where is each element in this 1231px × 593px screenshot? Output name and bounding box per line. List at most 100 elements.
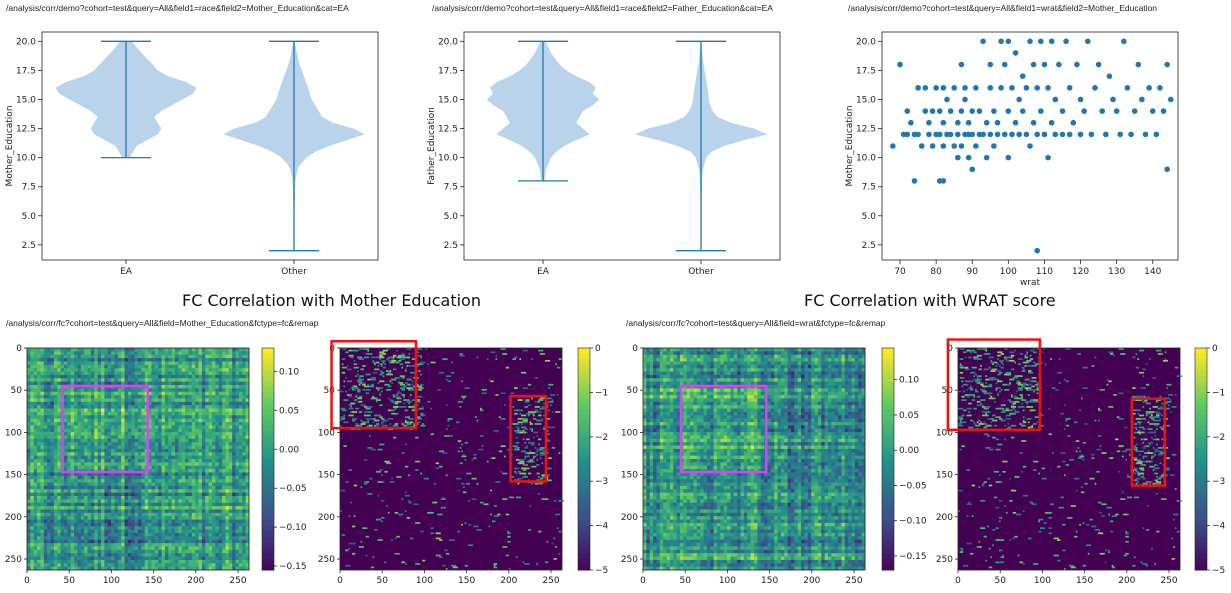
heatmap-cell: [191, 442, 196, 446]
heatmap-cell: [222, 348, 226, 352]
heatmap-cell: [141, 533, 146, 537]
heatmap-cell: [121, 512, 125, 517]
heatmap-cell: [124, 465, 129, 470]
heatmap-cell: [114, 543, 119, 547]
heatmap-cell: [40, 405, 45, 409]
heatmap-cell: [181, 516, 186, 520]
heatmap-cell: [225, 502, 230, 507]
heatmap-cell: [205, 391, 209, 396]
heatmap-cell: [158, 533, 162, 537]
heatmap-cell: [198, 512, 203, 517]
heatmap-cell: [90, 368, 95, 372]
heatmap-cell: [225, 428, 230, 433]
heatmap-cell: [40, 485, 45, 490]
heatmap-cell: [77, 502, 82, 507]
y-tick-label: 50: [11, 386, 23, 396]
heatmap-cell: [74, 354, 78, 359]
scatter-point: [944, 96, 950, 103]
heatmap-cell: [101, 526, 105, 530]
heatmap-cell: [33, 374, 38, 379]
heatmap-cell: [201, 516, 206, 520]
heatmap-cell: [168, 546, 172, 551]
heatmap-cell: [50, 539, 55, 544]
heatmap-cell: [37, 479, 41, 483]
heatmap-cell: [60, 506, 65, 510]
heatmap-cell: [238, 348, 243, 352]
heatmap-cell: [188, 479, 193, 483]
heatmap-cell: [208, 546, 213, 551]
heatmap-cell: [208, 408, 213, 413]
heatmap-cell: [245, 448, 250, 453]
heatmap-cell: [141, 452, 146, 456]
heatmap-cell: [127, 465, 132, 470]
heatmap-cell: [171, 385, 176, 389]
heatmap-cell: [148, 391, 152, 396]
heatmap-cell: [74, 516, 78, 520]
heatmap-cell: [379, 370, 383, 372]
heatmap-cell: [218, 506, 223, 510]
x-tick-label: Other: [281, 267, 307, 277]
heatmap-cell: [107, 492, 112, 497]
heatmap-cell: [238, 499, 243, 504]
heatmap-cell: [70, 361, 75, 366]
heatmap-cell: [148, 368, 152, 372]
heatmap-cell: [111, 448, 115, 453]
heatmap-cell: [151, 418, 156, 423]
heatmap-cell: [101, 381, 105, 386]
heatmap-cell: [158, 553, 162, 557]
heatmap-cell: [141, 556, 146, 561]
heatmap-cell: [228, 398, 233, 403]
heatmap-cell: [74, 492, 78, 497]
heatmap-cell: [151, 391, 156, 396]
heatmap-cell: [245, 455, 250, 460]
heatmap-cell: [228, 509, 233, 514]
heatmap-cell: [87, 519, 92, 524]
heatmap-cell: [40, 469, 45, 473]
heatmap-cell: [232, 378, 236, 382]
heatmap-cell: [185, 408, 189, 413]
heatmap-cell: [111, 401, 115, 406]
heatmap-cell: [235, 485, 240, 490]
heatmap-cell: [151, 448, 156, 453]
heatmap-cell: [111, 435, 115, 440]
heatmap-cell: [154, 408, 159, 413]
heatmap-cell: [205, 405, 209, 409]
heatmap-cell: [198, 546, 203, 551]
heatmap-cell: [64, 432, 68, 436]
heatmap-cell: [57, 506, 61, 510]
scatter-point: [980, 38, 986, 45]
heatmap-cell: [164, 371, 169, 376]
heatmap-cell: [43, 485, 48, 490]
heatmap-cell: [185, 489, 189, 493]
heatmap-cell: [60, 492, 65, 497]
heatmap-cell: [84, 462, 88, 467]
heatmap-cell: [77, 374, 82, 379]
heatmap-cell: [225, 405, 230, 409]
heatmap-cell: [127, 438, 132, 443]
heatmap-cell: [90, 435, 95, 440]
heatmap-cell: [427, 400, 431, 403]
heatmap-cell: [175, 364, 179, 369]
heatmap-cell: [121, 479, 125, 483]
heatmap-cell: [134, 475, 139, 480]
heatmap-cell: [134, 368, 139, 372]
heatmap-cell: [181, 472, 186, 477]
heatmap-cell: [164, 395, 169, 399]
heatmap-cell: [205, 361, 209, 366]
heatmap-cell: [218, 546, 223, 551]
heatmap-cell: [84, 536, 88, 541]
heatmap-cell: [43, 452, 48, 456]
heatmap-cell: [114, 388, 119, 393]
heatmap-cell: [181, 489, 186, 493]
heatmap-cell: [245, 553, 250, 557]
heatmap-cell: [171, 395, 176, 399]
heatmap-cell: [178, 425, 183, 430]
heatmap-cell: [74, 563, 78, 567]
heatmap-cell: [195, 506, 199, 510]
heatmap-cell: [175, 496, 179, 500]
heatmap-cell: [114, 438, 119, 443]
scatter-point: [958, 108, 965, 114]
heatmap-cell: [138, 351, 142, 356]
heatmap-cell: [43, 385, 48, 389]
heatmap-cell: [201, 415, 206, 419]
